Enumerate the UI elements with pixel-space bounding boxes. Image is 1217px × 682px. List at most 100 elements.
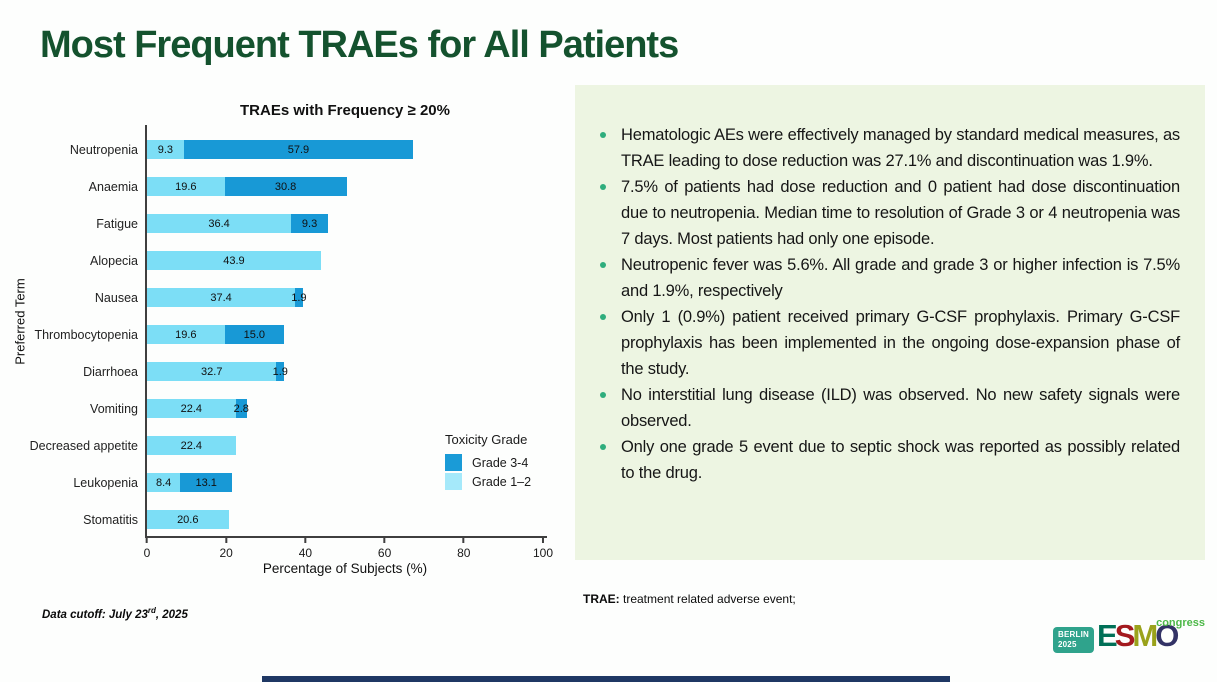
value-label: 8.4 [155, 476, 172, 489]
bar-row-vomiting: Vomiting 22.4 2.8 [18, 390, 578, 427]
plot-area: Neutropenia 9.3 57.9 Anaemia 19.6 30.8 Fatigue… [18, 125, 578, 538]
bar-track: 32.7 1.9 [147, 362, 543, 381]
value-label: 19.6 [175, 328, 197, 341]
congress-label: congress [1156, 617, 1205, 629]
value-label: 22.4 [180, 439, 203, 452]
category-label: Diarrhoea [83, 364, 138, 379]
bar-row-alopecia: Alopecia 43.9 [18, 242, 578, 279]
cutoff-text: Data cutoff: July 23 [42, 608, 148, 621]
bar-row-neutropenia: Neutropenia 9.3 57.9 [18, 131, 578, 168]
bar-segment: 22.4 [147, 399, 236, 418]
bar-segment: 30.8 [224, 177, 347, 196]
bar-track: 19.6 15.0 [147, 325, 543, 344]
x-tick: 20 [220, 538, 233, 562]
bar-row-decreased-appetite: Decreased appetite 22.4 [18, 427, 578, 464]
badge-year: 2025 [1058, 640, 1077, 649]
value-label: 19.6 [175, 180, 197, 193]
value-label: 1.9 [291, 291, 307, 304]
value-label: 1.9 [272, 365, 288, 378]
x-tick: 0 [144, 538, 150, 562]
legend-swatch [445, 454, 462, 471]
bar-row-anaemia: Anaemia 19.6 30.8 [18, 168, 578, 205]
bar-row-thrombocytopenia: Thrombocytopenia 19.6 15.0 [18, 316, 578, 353]
cutoff-ordinal: rd [147, 606, 156, 615]
value-label: 32.7 [201, 365, 223, 378]
x-axis-ticks: 0 20 40 60 80 100 [144, 538, 553, 562]
badge-city: BERLIN [1058, 630, 1089, 639]
esmo-wordmark: ESMO [1097, 618, 1179, 653]
bar-track: 43.9 [147, 251, 543, 270]
value-label: 2.8 [233, 402, 249, 415]
value-label: 15.0 [243, 328, 266, 341]
category-label: Decreased appetite [29, 438, 138, 453]
bar-segment: 2.8 [233, 399, 249, 418]
value-label: 9.3 [301, 217, 318, 230]
bullet-item: 7.5% of patients had dose reduction and … [600, 174, 1180, 252]
cutoff-year: , 2025 [155, 608, 188, 621]
bullet-item: Only 1 (0.9%) patient received primary G… [600, 304, 1180, 382]
bar-segment: 19.6 [147, 325, 225, 344]
value-label: 13.1 [195, 476, 217, 489]
bar-segment: 9.3 [147, 140, 184, 159]
bar-row-diarrhoea: Diarrhoea 32.7 1.9 [18, 353, 578, 390]
bullet-list: Hematologic AEs were effectively managed… [575, 85, 1205, 486]
bar-track: 22.4 [147, 436, 543, 455]
value-label: 37.4 [210, 291, 232, 304]
bullet-item: No interstitial lung disease (ILD) was o… [600, 382, 1180, 434]
x-tick: 60 [378, 538, 391, 562]
bullet-item: Neutropenic fever was 5.6%. All grade an… [600, 252, 1180, 304]
bar-track: 9.3 57.9 [147, 140, 543, 159]
legend-label: Grade 1–2 [472, 474, 532, 489]
bar-track: 19.6 30.8 [147, 177, 543, 196]
bar-segment: 13.1 [180, 473, 233, 492]
bullet-item: Hematologic AEs were effectively managed… [600, 122, 1180, 174]
esmo-letter: S [1114, 618, 1136, 653]
value-label: 30.8 [274, 180, 297, 193]
esmo-letter: E [1097, 618, 1118, 653]
bar-segment: 57.9 [183, 140, 414, 159]
legend-title: Toxicity Grade [445, 432, 528, 447]
category-label: Stomatitis [83, 512, 138, 527]
bar-row-leukopenia: Leukopenia 8.4 13.1 [18, 464, 578, 501]
category-label: Neutropenia [69, 142, 138, 157]
bar-track: 8.4 13.1 [147, 473, 543, 492]
bar-segment: 20.6 [147, 510, 229, 529]
bar-segment: 1.9 [291, 288, 307, 307]
value-label: 20.6 [177, 513, 199, 526]
legend-entry: Grade 1–2 [445, 473, 531, 490]
bar-track: 20.6 [147, 510, 543, 529]
y-axis-line [145, 125, 147, 538]
bar-segment: 1.9 [273, 362, 288, 381]
bar-segment: 8.4 [147, 473, 181, 492]
bar-segment: 22.4 [147, 436, 236, 455]
x-axis-label: Percentage of Subjects (%) [262, 561, 428, 576]
slide-title: Most Frequent TRAEs for All Patients [40, 24, 679, 66]
category-label: Thrombocytopenia [34, 327, 138, 342]
category-label: Fatigue [96, 216, 138, 231]
bar-segment: 19.6 [147, 177, 225, 196]
bar-row-stomatitis: Stomatitis 20.6 [18, 501, 578, 538]
esmo-congress-logo: BERLIN 2025 ESMO congress [1053, 617, 1205, 660]
value-label: 36.4 [208, 217, 230, 230]
esmo-letter: M [1132, 618, 1158, 653]
category-label: Anaemia [88, 179, 138, 194]
chart-title: TRAEs with Frequency ≥ 20% [240, 102, 450, 119]
bar-track: 36.4 9.3 [147, 214, 543, 233]
bar-segment: 9.3 [291, 214, 328, 233]
legend-label: Grade 3-4 [472, 455, 529, 470]
footer-strip [262, 676, 950, 682]
value-label: 43.9 [223, 254, 245, 267]
data-cutoff-note: Data cutoff: July 23rd, 2025 [42, 606, 188, 621]
bar-segment: 43.9 [147, 251, 321, 270]
summary-panel: Hematologic AEs were effectively managed… [575, 85, 1205, 560]
bar-row-fatigue: Fatigue 36.4 9.3 [18, 205, 578, 242]
x-tick: 40 [299, 538, 312, 562]
category-label: Leukopenia [73, 475, 138, 490]
trae-footnote: TRAE: treatment related adverse event; [583, 592, 796, 606]
bar-segment: 36.4 [147, 214, 292, 233]
category-label: Vomiting [90, 401, 138, 416]
value-label: 22.4 [180, 402, 203, 415]
value-label: 9.3 [157, 143, 174, 156]
toxicity-grade-legend: Toxicity Grade Grade 3-4 Grade 1–2 [445, 432, 531, 492]
